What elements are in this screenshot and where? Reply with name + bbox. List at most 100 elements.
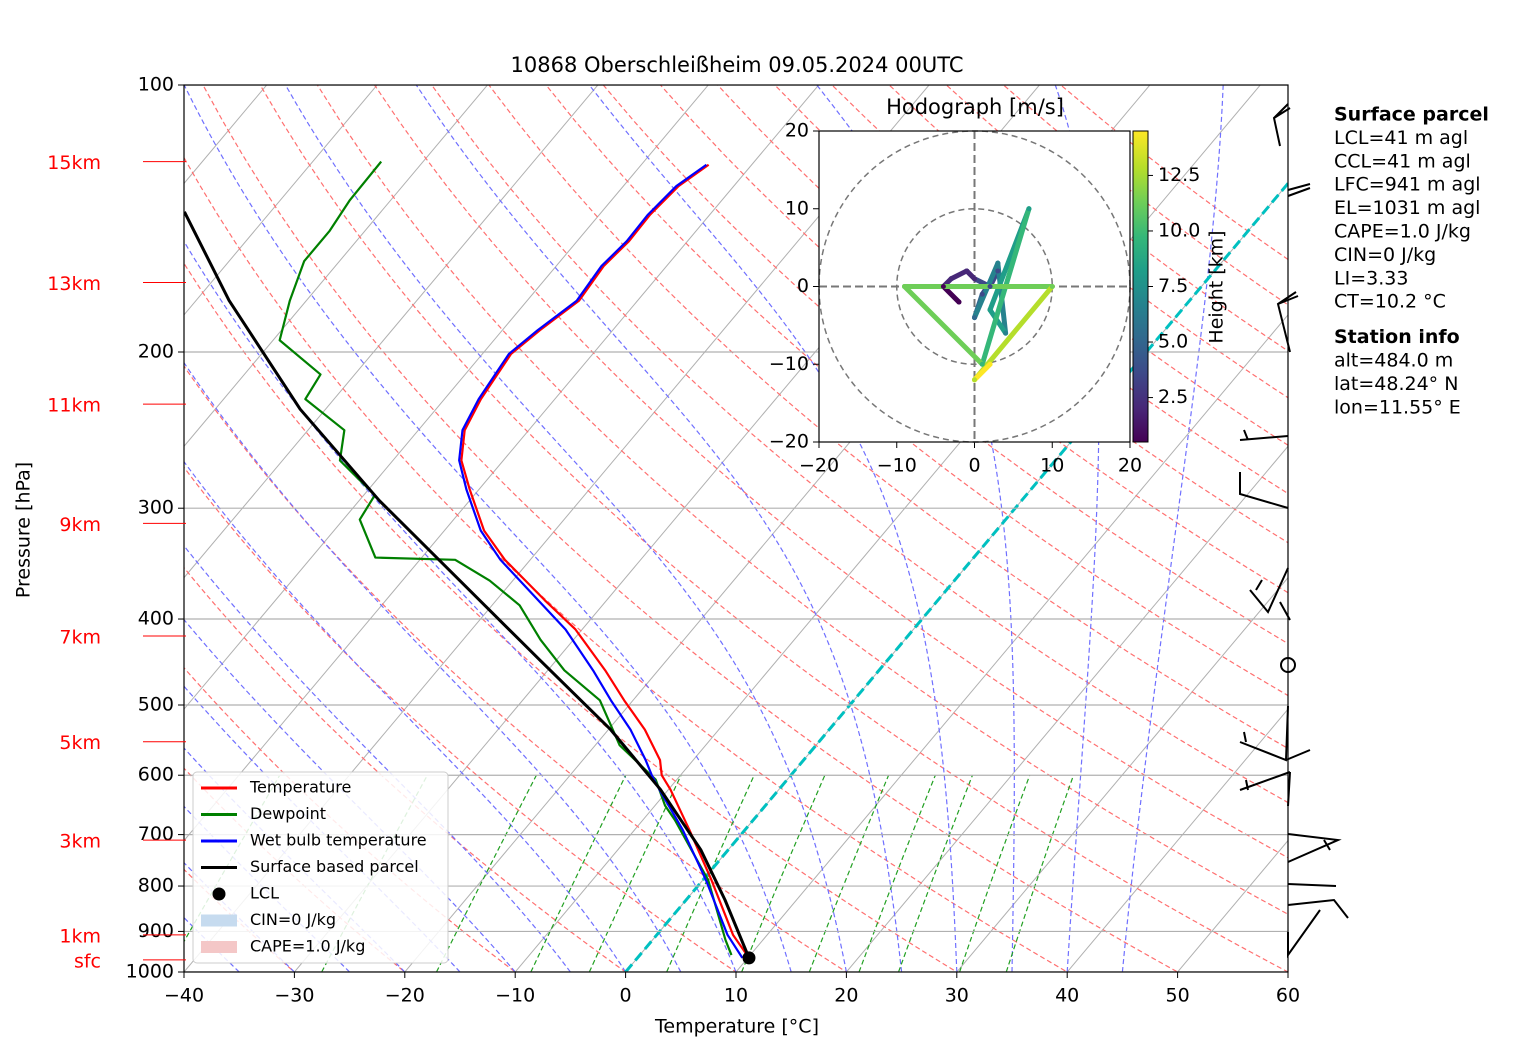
moist-adiabat [184,460,627,972]
mixing-ratio-line [741,774,826,972]
y-tick-label: 200 [138,341,174,363]
hodograph-point [1026,206,1032,212]
dry-adiabat [184,466,738,972]
legend-label: Wet bulb temperature [250,831,427,850]
barb [1287,883,1349,959]
info-line: CIN=0 J/kg [1334,244,1436,266]
dry-adiabat [202,85,1179,972]
hodograph-point [987,361,993,367]
barb [1287,183,1311,197]
x-axis-label: Temperature [°C] [654,1016,819,1038]
dry-adiabat [184,156,1069,972]
y-tick-label: 800 [138,875,174,897]
mixing-ratio-line [959,775,1031,972]
height-label: sfc [74,950,101,972]
legend: Temperature Dewpoint Wet bulb temperature S… [192,771,449,964]
calm [1280,657,1296,673]
hodograph-point [902,284,908,289]
y-tick-label: 20 [785,120,809,142]
moist-adiabat [184,685,461,972]
info-line: CAPE=1.0 J/kg [1334,221,1471,243]
info-line: lat=48.24° N [1334,373,1458,395]
moist-adiabat [415,85,903,972]
profile-line [458,163,744,959]
x-tick-label: 0 [968,455,980,477]
y-tick-label: 400 [138,608,174,630]
colorbar-tick-label: 12.5 [1158,164,1200,186]
mixing-ratio-line [435,774,537,972]
x-tick-label: −10 [495,985,535,1007]
x-tick-label: −40 [164,985,204,1007]
hodograph-segment [987,307,1009,336]
hodograph-point [979,361,985,367]
x-tick-label: 30 [945,985,969,1007]
isotherm [1493,44,1517,990]
dry-adiabat [184,666,517,972]
isotherm [184,85,378,316]
hodograph-segment [972,260,1001,321]
barb [1276,291,1299,353]
legend-label: CIN=0 J/kg [250,910,336,929]
legend-label: Temperature [249,778,351,797]
height-label: 13km [47,273,101,295]
barb [1239,771,1291,807]
hodograph-point [972,315,977,321]
colorbar-tick-label: 2.5 [1158,386,1188,408]
barb [1239,472,1289,509]
hodograph-point [1003,330,1009,336]
isotherm [184,85,709,710]
moist-adiabat [184,618,516,972]
info-line: EL=1031 m agl [1334,197,1480,219]
legend-box [192,771,449,964]
x-tick-label: 10 [1040,455,1064,477]
colorbar-tick-label: 10.0 [1158,219,1200,241]
isotherm [735,314,1288,972]
x-tick-label: −20 [385,985,425,1007]
lcl-point [742,951,756,965]
profile-line [278,160,733,956]
legend-label: CAPE=1.0 J/kg [250,937,365,956]
barb [1239,429,1289,441]
profile-line [184,211,751,959]
x-tick-label: −30 [274,985,314,1007]
hodograph-segment [902,284,985,367]
info-title: Station info [1334,326,1460,348]
info-line: LFC=941 m agl [1334,174,1481,196]
x-tick-label: −20 [799,455,839,477]
hodograph-point [1049,284,1055,289]
barb [1272,103,1291,147]
wind-barbs [1239,103,1349,959]
legend-swatch [201,941,237,953]
colorbar-label: Height [km] [1206,230,1228,343]
x-tick-label: 20 [834,985,858,1007]
moist-adiabat [184,361,682,972]
x-tick-label: 20 [1118,455,1142,477]
height-label: 3km [59,831,101,853]
y-tick-label: 700 [138,823,174,845]
profile-line [460,163,750,959]
profiles [184,160,751,959]
hodograph-segment [948,268,970,282]
x-tick-label: 10 [724,985,748,1007]
isotherm [514,85,1261,972]
info-title: Surface parcel [1334,104,1489,126]
colorbar [1132,130,1149,443]
moist-adiabat [184,85,792,972]
height-label: 15km [47,152,101,174]
isotherm [184,85,599,579]
isotherm [845,445,1288,972]
hodograph-point [956,299,962,305]
x-tick-label: 40 [1055,985,1079,1007]
y-tick-label: −20 [769,431,809,453]
dry-adiabat [184,566,627,972]
moist-adiabat [184,240,737,972]
hodograph-point [948,276,954,282]
info-line: alt=484.0 m [1334,350,1453,372]
y-tick-label: 10 [785,197,809,219]
height-label: 9km [59,514,101,536]
info-line: LI=3.33 [1334,267,1408,289]
height-label: 5km [59,732,101,754]
y-tick-label: 900 [138,920,174,942]
